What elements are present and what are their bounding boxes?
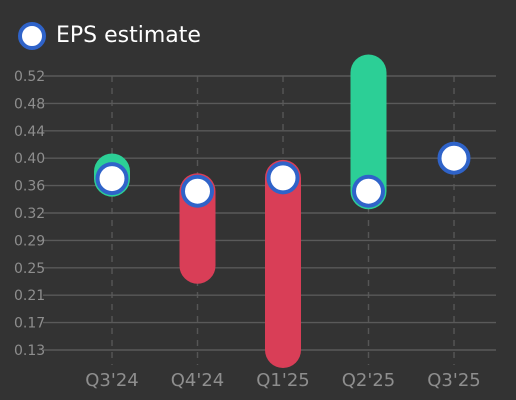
y-axis-tick-label: 0.40	[14, 151, 45, 167]
eps-range-bar	[265, 159, 301, 368]
eps-estimate-point	[266, 161, 300, 195]
x-axis-tick-label: Q1'25	[256, 370, 309, 391]
eps-range-bars	[94, 54, 387, 368]
x-axis-tick-label: Q4'24	[171, 370, 224, 391]
eps-estimate-point	[437, 141, 471, 175]
eps-estimate-legend-label: EPS estimate	[56, 23, 201, 48]
chart-legend: EPS estimate	[18, 18, 201, 54]
y-axis-tick-labels: 0.52 0.48 0.44 0.40 0.36 0.32 0.29 0.25 0.21 0.17…	[14, 69, 45, 359]
y-axis-tick-label: 0.29	[14, 233, 45, 249]
eps-estimate-point	[352, 174, 385, 208]
eps-range-bar	[350, 54, 387, 210]
eps-estimate-points	[95, 141, 471, 208]
y-axis-tick-label: 0.44	[14, 124, 45, 140]
y-axis-tick-label: 0.32	[14, 206, 45, 222]
y-axis-tick-label: 0.21	[14, 288, 45, 304]
y-axis-tick-label: 0.48	[14, 96, 45, 112]
y-axis-tick-label: 0.52	[14, 69, 45, 85]
x-axis-tick-labels: Q3'24 Q4'24 Q1'25 Q2'25 Q3'25	[85, 370, 480, 391]
eps-estimate-point	[181, 174, 214, 208]
eps-estimate-point	[95, 162, 129, 196]
x-axis-tick-label: Q3'24	[85, 370, 138, 391]
y-axis-tick-label: 0.25	[14, 261, 45, 277]
y-axis-tick-label: 0.13	[14, 343, 45, 359]
y-axis-tick-label: 0.17	[14, 316, 45, 332]
x-axis-tick-label: Q3'25	[427, 370, 480, 391]
x-axis-tick-label: Q2'25	[342, 370, 395, 391]
eps-estimate-legend-marker	[18, 22, 46, 50]
y-axis-tick-label: 0.36	[14, 179, 45, 195]
